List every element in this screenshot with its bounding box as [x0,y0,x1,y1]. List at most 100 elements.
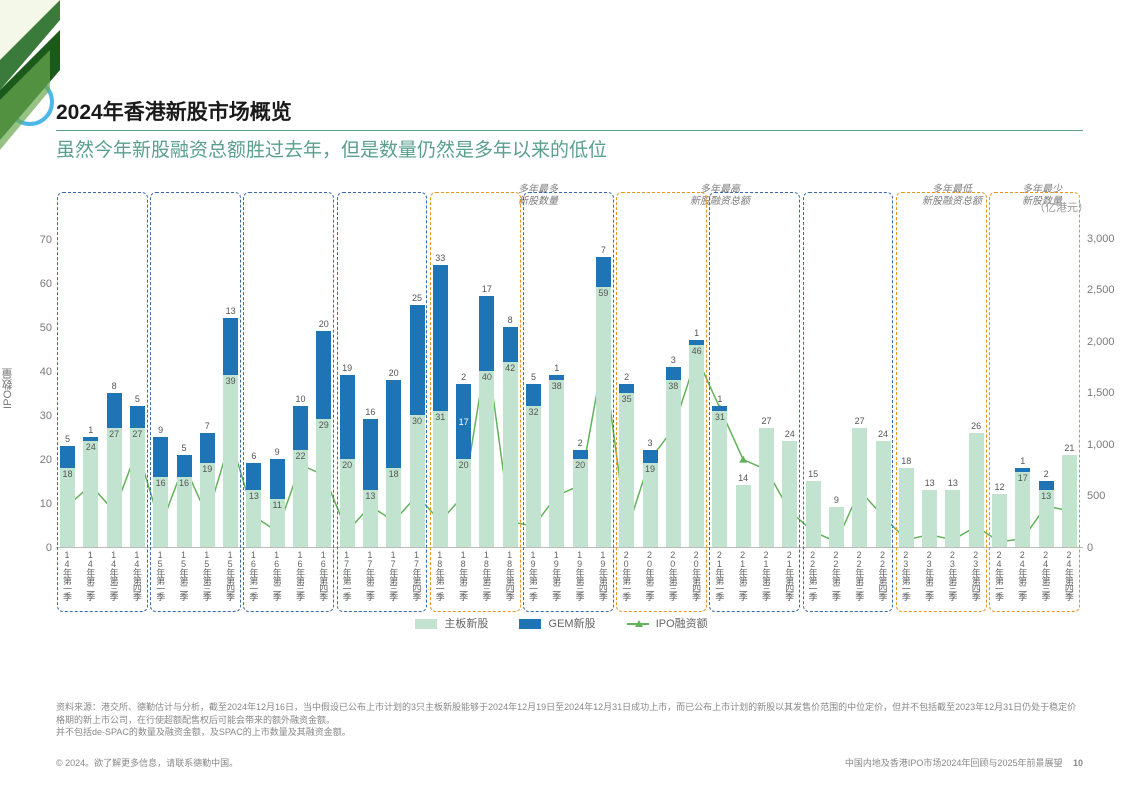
gem-bar [596,257,611,288]
gem-bar [130,406,145,428]
legend-main-board: 主板新股 [415,615,488,631]
x-tick-label: 19年第一季 [527,550,540,600]
main-board-bar [223,375,238,547]
x-tick-label: 17年第一季 [341,550,354,600]
x-tick-label: 17年第三季 [387,550,400,600]
x-tick-label: 16年第三季 [294,550,307,600]
gem-bar [316,331,331,419]
x-tick-label: 24年第四季 [1063,550,1076,600]
main-board-bar [689,345,704,547]
main-board-bar [666,380,681,547]
legend-main-board-label: 主板新股 [444,618,488,630]
gem-bar [386,380,401,468]
annotation: 多年最高新股融资总额 [680,184,760,208]
gem-bar [223,318,238,375]
annotation: 多年最多新股数量 [498,184,578,208]
main-board-bar [1062,455,1077,547]
main-board-bar [945,490,960,547]
x-tick-label: 18年第二季 [457,550,470,600]
main-board-bar [829,507,844,547]
main-board-bar [340,459,355,547]
x-tick-label: 20年第二季 [644,550,657,600]
x-tick-label: 15年第四季 [224,550,237,600]
x-tick-label: 18年第三季 [480,550,493,600]
x-tick-label: 20年第三季 [667,550,680,600]
footer-right: 中国内地及香港IPO市场2024年回顾与2025年前景展望 10 [845,756,1083,769]
page-title: 2024年香港新股市场概览 [56,96,1083,126]
x-tick-label: 15年第三季 [201,550,214,600]
right-axis-unit: （亿港元） [1034,199,1089,215]
gem-bar [619,384,634,393]
main-board-bar [83,441,98,547]
x-tick-label: 20年第一季 [620,550,633,600]
x-tick-label: 24年第二季 [1016,550,1029,600]
gem-bar [526,384,541,406]
x-tick-label: 21年第二季 [737,550,750,600]
gem-bar [666,367,681,380]
gem-bar [410,305,425,415]
x-tick-label: 16年第一季 [247,550,260,600]
main-board-bar [386,468,401,547]
main-board-bar [712,411,727,547]
gem-bar [433,265,448,410]
main-board-bar [899,468,914,547]
corner-decoration [0,0,60,180]
x-tick-label: 16年第二季 [271,550,284,600]
x-tick-label: 16年第四季 [317,550,330,600]
main-board-bar [293,450,308,547]
x-tick-label: 17年第二季 [364,550,377,600]
x-tick-label: 24年第三季 [1040,550,1053,600]
gem-bar [270,459,285,499]
x-tick-label: 22年第一季 [807,550,820,600]
gem-bar [177,455,192,477]
x-tick-label: 23年第三季 [946,550,959,600]
gem-bar [503,327,518,362]
chart-legend: 主板新股 GEM新股 IPO融资额 [0,615,1123,631]
x-tick-label: 19年第三季 [574,550,587,600]
x-tick-label: 15年第一季 [154,550,167,600]
x-tick-label: 18年第一季 [434,550,447,600]
gem-bar [293,406,308,450]
main-board-bar [433,411,448,547]
plot-area: 5181248275279165167191339613911102220291… [56,218,1083,548]
chart-annotations: 多年最多新股数量多年最高新股融资总额多年最低新股融资总额多年最少新股数量 [0,184,1123,216]
main-board-bar [573,459,588,547]
footnote-line: 资料来源：港交所、德勤估计与分析，截至2024年12月16日，当中假设已公布上市… [56,701,1083,726]
gem-bar [200,433,215,464]
main-board-bar [410,415,425,547]
main-board-bar [130,428,145,547]
main-board-bar [876,441,891,547]
main-board-bar [806,481,821,547]
x-tick-label: 17年第四季 [411,550,424,600]
x-tick-label: 19年第二季 [550,550,563,600]
main-board-bar [479,371,494,547]
gem-bar [549,375,564,379]
main-board-bar [503,362,518,547]
gem-bar [689,340,704,344]
gem-bar [573,450,588,459]
legend-gem: GEM新股 [519,615,595,631]
gem-bar [1039,481,1054,490]
main-board-bar [782,441,797,547]
footnotes: 资料来源：港交所、德勤估计与分析，截至2024年12月16日，当中假设已公布上市… [56,701,1083,739]
x-tick-label: 22年第二季 [830,550,843,600]
x-tick-label: 21年第四季 [783,550,796,600]
gem-bar [246,463,261,489]
x-tick-label: 15年第二季 [178,550,191,600]
main-board-bar [596,287,611,547]
main-board-swatch [415,619,437,629]
main-board-bar [549,380,564,547]
main-board-bar [107,428,122,547]
x-tick-label: 19年第四季 [597,550,610,600]
footnote-line: 并不包括de-SPAC的数量及融资金额，及SPAC的上市数量及其融资金额。 [56,726,1083,739]
gem-bar [643,450,658,463]
x-tick-label: 22年第三季 [853,550,866,600]
x-tick-label: 22年第四季 [877,550,890,600]
main-board-bar [759,428,774,547]
main-board-bar [922,490,937,547]
main-board-bar [852,428,867,547]
main-board-bar [456,459,471,547]
gem-swatch [519,619,541,629]
main-board-bar [619,393,634,547]
x-tick-label: 14年第四季 [131,550,144,600]
